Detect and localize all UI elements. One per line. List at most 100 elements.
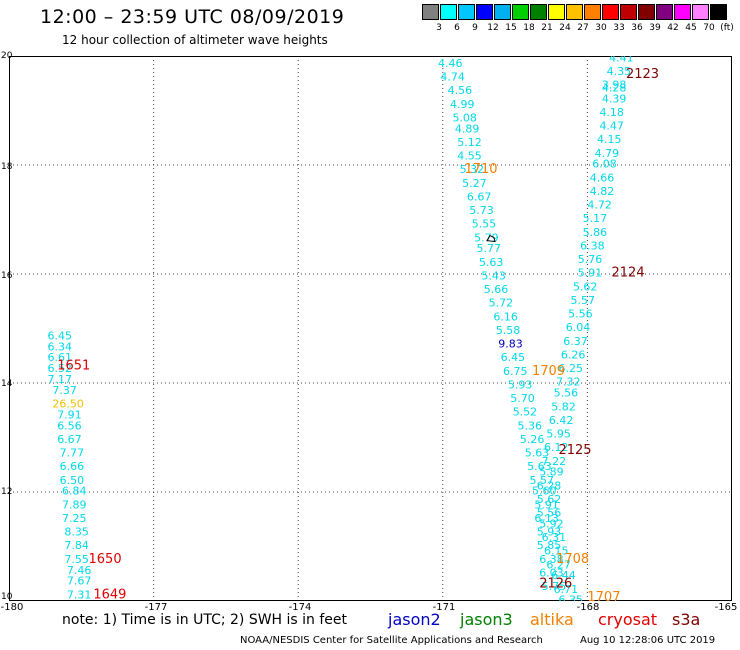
wave-height-label: 7.17 — [48, 373, 72, 386]
x-tick-label: -171 — [432, 602, 456, 613]
wave-height-label: 6.16 — [493, 310, 518, 323]
wave-height-label: 5.72 — [489, 297, 513, 310]
wave-height-label: 7.46 — [67, 564, 92, 577]
scale-tick-label: 45 — [685, 23, 697, 33]
wave-height-label: 5.77 — [477, 242, 502, 255]
wave-height-label: 6.56 — [57, 419, 81, 432]
wave-height-label: 3.98 — [602, 79, 627, 92]
wave-height-label: 26.50 — [52, 398, 84, 411]
scale-swatch — [710, 4, 727, 20]
pass-time-label: 2125 — [558, 443, 591, 458]
wave-height-label: 5.57 — [530, 474, 555, 487]
credits-text: NOAA/NESDIS Center for Satellite Applica… — [240, 635, 543, 646]
wave-height-label: 6.61 — [48, 351, 72, 364]
wave-height-label: 6.37 — [563, 335, 588, 348]
wave-height-label: 4.35 — [607, 65, 632, 78]
wave-height-label: 6.67 — [467, 190, 492, 203]
wave-height-label: 4.79 — [595, 147, 620, 160]
y-tick-label: 14 — [1, 379, 13, 389]
generated-timestamp: Aug 10 12:28:06 UTC 2019 — [580, 635, 716, 646]
wave-height-label: 5.56 — [568, 308, 593, 321]
scale-tick-label: 6 — [454, 23, 460, 33]
wave-height-label: 5.91 — [534, 498, 559, 511]
wave-height-label: 5.56 — [554, 387, 579, 400]
wave-height-label: 9.83 — [498, 338, 522, 351]
wave-height-label: 6.25 — [558, 362, 583, 375]
wave-height-label: 4.46 — [438, 57, 463, 70]
x-tick-label: -180 — [0, 602, 24, 613]
wave-height-label: 6.08 — [592, 158, 617, 171]
wave-height-label: 6.35 — [558, 594, 583, 601]
pass-time-label: 2126 — [539, 576, 572, 591]
scale-swatch — [584, 4, 601, 20]
scale-swatch — [692, 4, 709, 20]
mission-s3a: s3a — [672, 610, 701, 629]
wave-height-label: 5.63 — [525, 447, 550, 460]
wave-height-label: 6.45 — [501, 351, 526, 364]
pass-time-label: 1651 — [57, 358, 90, 373]
wave-height-label: 5.75 — [542, 580, 567, 593]
scale-swatch — [638, 4, 655, 20]
wave-height-label: 5.12 — [457, 136, 482, 149]
wave-height-label: 6.52 — [48, 362, 72, 375]
wave-height-label: 4.47 — [599, 120, 624, 133]
scale-tick-label: 21 — [541, 23, 553, 33]
wave-height-label: 4.41 — [609, 56, 634, 64]
wave-height-label: 5.82 — [551, 400, 576, 413]
wave-height-label: 4.66 — [590, 171, 615, 184]
y-tick-label: 18 — [1, 162, 13, 172]
scale-swatch — [476, 4, 493, 20]
wave-height-label: 6.84 — [62, 485, 87, 498]
pass-time-label: 1650 — [89, 552, 122, 567]
wave-height-label: 6.44 — [551, 569, 576, 582]
wave-height-label: 4.82 — [590, 185, 615, 198]
scale-swatch — [530, 4, 547, 20]
wave-height-label: 4.55 — [457, 150, 482, 163]
wave-height-label: 5.57 — [571, 294, 596, 307]
units-note: note: 1) Time is in UTC; 2) SWH is in fe… — [62, 612, 348, 628]
wave-height-label: 5.63 — [479, 256, 504, 269]
wave-height-label: 6.42 — [549, 414, 574, 427]
scale-tick-label: 9 — [472, 23, 478, 33]
wave-height-label: 6.75 — [503, 365, 528, 378]
wave-height-label: 6.15 — [544, 545, 569, 558]
scale-swatch — [656, 4, 673, 20]
wave-height-label: 7.84 — [64, 539, 89, 552]
pass-time-label: 1649 — [93, 587, 126, 601]
wave-height-label: 6.27 — [546, 558, 571, 571]
wave-height-label: 5.85 — [537, 539, 562, 552]
wave-height-label: 6.04 — [566, 321, 591, 334]
scale-tick-label: 27 — [577, 23, 589, 33]
x-tick-label: -174 — [288, 602, 312, 613]
scale-tick-label: 30 — [595, 23, 607, 33]
scale-swatch — [512, 4, 529, 20]
mission-jason3: jason3 — [460, 610, 513, 629]
pass-time-label: 1707 — [587, 590, 620, 601]
wave-height-label: 6.66 — [60, 460, 85, 473]
scale-tick-label: 12 — [487, 23, 499, 33]
island-outline — [486, 234, 496, 243]
wave-height-label: 6.45 — [48, 329, 72, 342]
wave-height-label: 4.39 — [602, 92, 627, 105]
wave-height-label: 5.36 — [518, 419, 543, 432]
wave-height-label: 5.32 — [460, 163, 485, 176]
x-tick-label: -165 — [714, 602, 738, 613]
mission-jason2: jason2 — [388, 610, 441, 629]
wave-height-label: 6.26 — [561, 348, 586, 361]
mission-cryosat: cryosat — [598, 610, 658, 629]
scale-tick-label: (ft) — [720, 23, 734, 33]
scale-swatch — [422, 4, 439, 20]
wave-height-label: 5.08 — [452, 111, 477, 124]
wave-height-label: 5.92 — [539, 517, 564, 530]
wave-height-label: 5.43 — [481, 269, 506, 282]
x-tick-label: -177 — [144, 602, 168, 613]
scale-tick-label: 18 — [523, 23, 535, 33]
scale-swatch — [674, 4, 691, 20]
wave-height-label: 5.93 — [537, 526, 562, 539]
mission-altika: altika — [530, 610, 574, 629]
wave-height-label: 5.56 — [537, 507, 562, 520]
scale-swatch — [494, 4, 511, 20]
scale-swatch — [440, 4, 457, 20]
wave-height-label: 7.55 — [64, 553, 89, 566]
wave-height-label: 4.99 — [450, 98, 475, 111]
